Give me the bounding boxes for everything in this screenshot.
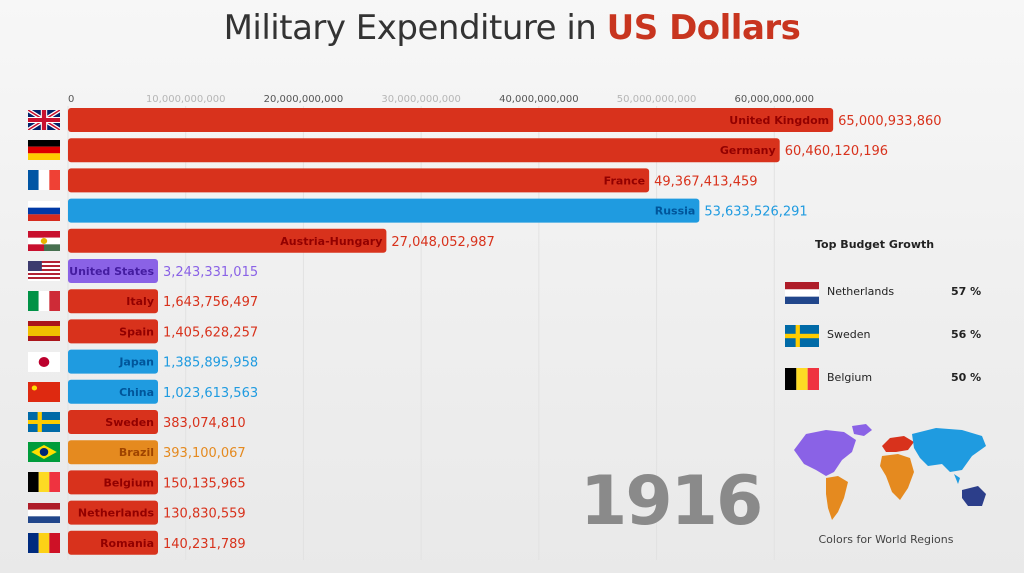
x-tick-label: 0	[68, 94, 74, 105]
bar-sweden	[68, 410, 158, 434]
bar-name-label: United Kingdom	[729, 114, 829, 127]
sweden-flag-icon	[785, 325, 819, 347]
bar-value-label: 65,000,933,860	[838, 114, 941, 129]
bar-value-label: 140,231,789	[163, 537, 246, 552]
bar-belgium	[68, 470, 158, 495]
jp-flag-icon	[28, 351, 60, 372]
it-flag-icon	[28, 291, 60, 312]
bar-france	[68, 168, 650, 193]
bar-japan	[68, 349, 158, 374]
bar-value-label: 130,830,559	[163, 507, 246, 522]
x-tick-label: 30,000,000,000	[381, 94, 461, 105]
title-highlight: US Dollars	[606, 8, 801, 48]
bar-name-label: Russia	[655, 205, 696, 218]
bar-value-label: 53,633,526,291	[704, 205, 807, 220]
bar-value-label: 150,135,965	[163, 476, 246, 491]
bar-russia	[68, 198, 700, 223]
gb-flag-icon	[26, 108, 62, 132]
bar-value-label: 49,367,413,459	[654, 174, 757, 189]
bar-name-label: Japan	[118, 356, 154, 369]
x-tick-label: 40,000,000,000	[499, 94, 579, 105]
bar-germany	[68, 138, 780, 163]
growth-row-sweden: Sweden 56 %	[785, 324, 985, 348]
bar-value-label: 3,243,331,015	[163, 265, 258, 280]
bar-name-label: France	[604, 174, 645, 187]
chart-title: Military Expenditure in US Dollars	[0, 8, 1024, 48]
us-flag-icon	[28, 261, 60, 281]
bar-spain	[68, 319, 158, 344]
year-label: 1916	[580, 462, 763, 541]
bar-name-label: Romania	[100, 537, 154, 550]
be-flag-icon	[28, 472, 60, 493]
ru-flag-icon	[28, 200, 60, 221]
ro-flag-icon	[28, 532, 60, 553]
bar-name-label: United States	[69, 265, 154, 278]
bar-china	[68, 379, 158, 404]
world-regions-map-icon	[794, 424, 986, 520]
bar-name-label: Belgium	[103, 476, 154, 489]
bar-name-label: Netherlands	[78, 507, 155, 520]
cn-flag-icon	[28, 381, 60, 402]
x-tick-label: 50,000,000,000	[617, 94, 697, 105]
bar-romania	[68, 530, 158, 555]
bar-name-label: Brazil	[119, 446, 154, 459]
bar-name-label: Italy	[126, 295, 154, 308]
bar-value-label: 60,460,120,196	[785, 144, 888, 159]
top-growth-title: Top Budget Growth	[815, 238, 935, 251]
ah-flag-icon	[28, 230, 60, 251]
netherlands-flag-icon	[785, 282, 819, 304]
belgium-flag-icon	[785, 368, 819, 390]
bar-netherlands	[68, 500, 158, 525]
x-tick-label: 60,000,000,000	[735, 94, 815, 105]
bar-name-label: Austria-Hungary	[280, 235, 382, 248]
br-flag-icon	[28, 442, 60, 463]
bar-name-label: Sweden	[105, 416, 154, 429]
bar-united-kingdom	[68, 108, 834, 132]
growth-name: Belgium	[827, 371, 873, 384]
x-tick-label: 20,000,000,000	[264, 94, 344, 105]
bar-value-label: 383,074,810	[163, 416, 246, 431]
bar-italy	[68, 289, 158, 314]
bar-name-label: Germany	[720, 144, 776, 157]
bar-value-label: 1,643,756,497	[163, 295, 258, 310]
bar-value-label: 27,048,052,987	[391, 235, 494, 250]
nl-flag-icon	[28, 502, 60, 523]
bar-brazil	[68, 440, 158, 465]
bar-name-label: Spain	[119, 325, 154, 338]
bar-value-label: 393,100,067	[163, 446, 246, 461]
bar-united-states	[68, 259, 158, 283]
growth-pct: 57 %	[951, 285, 982, 298]
bar-value-label: 1,023,613,563	[163, 386, 258, 401]
title-prefix: Military Expenditure in	[223, 8, 607, 48]
map-caption: Colors for World Regions	[818, 533, 954, 546]
es-flag-icon	[28, 321, 60, 342]
de-flag-icon	[28, 140, 60, 161]
bar-name-label: China	[119, 386, 154, 399]
growth-row-belgium: Belgium 50 %	[785, 367, 985, 391]
x-tick-label: 10,000,000,000	[146, 94, 226, 105]
bar-value-label: 1,385,895,958	[163, 356, 258, 371]
growth-name: Sweden	[827, 328, 871, 341]
growth-row-netherlands: Netherlands 57 %	[785, 281, 985, 305]
bar-austria-hungary	[68, 228, 387, 253]
se-flag-icon	[28, 412, 60, 432]
bar-value-label: 1,405,628,257	[163, 325, 258, 340]
growth-pct: 50 %	[951, 371, 982, 384]
growth-pct: 56 %	[951, 328, 982, 341]
growth-name: Netherlands	[827, 285, 895, 298]
fr-flag-icon	[28, 170, 60, 191]
